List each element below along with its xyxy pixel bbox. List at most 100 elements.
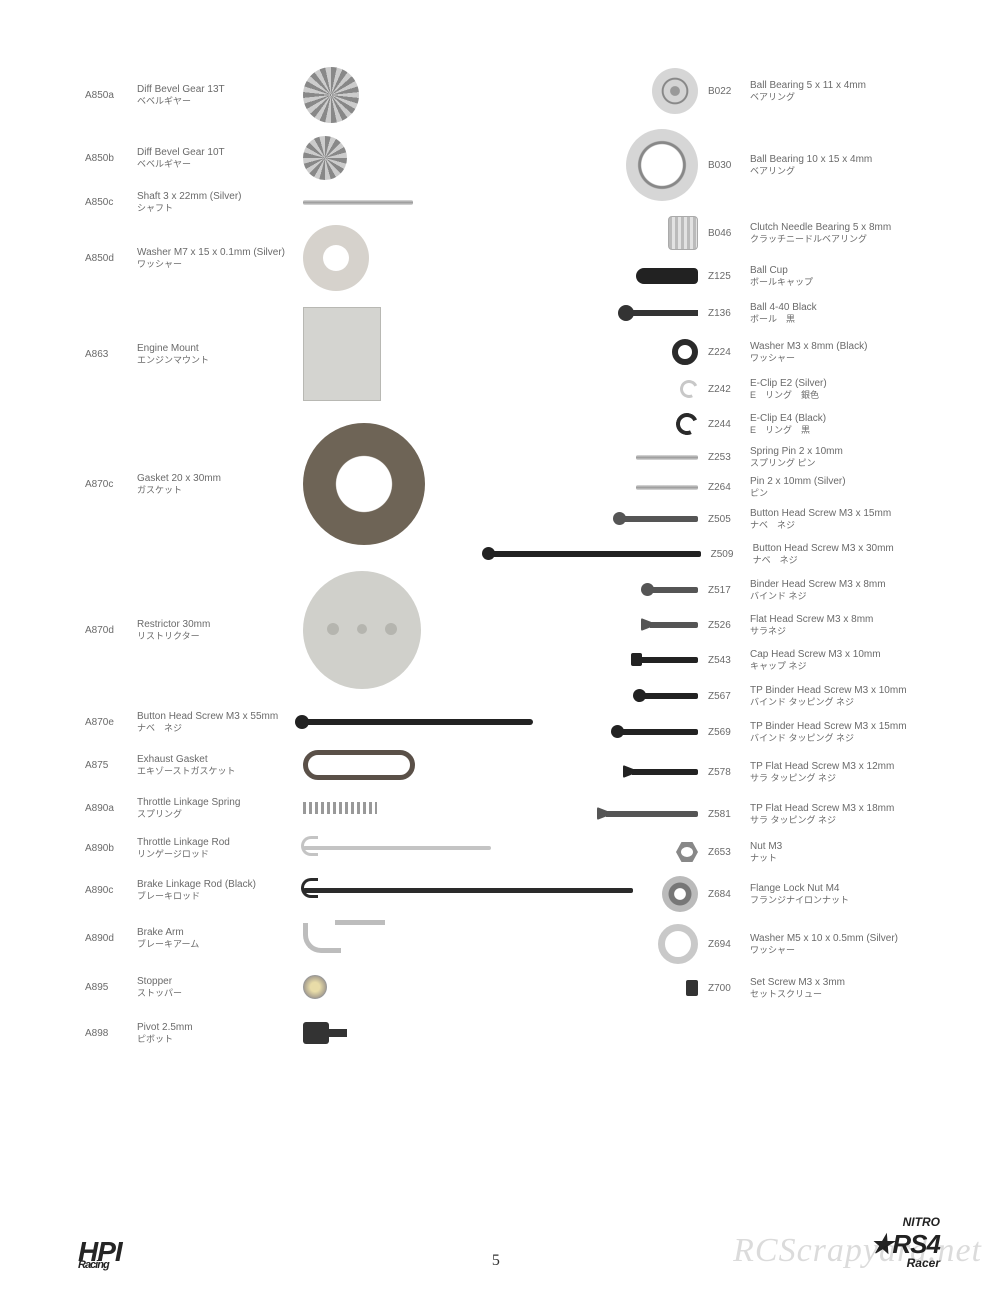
part-icon: [636, 268, 698, 284]
part-name-jp: ワッシャー: [750, 353, 930, 365]
part-name-jp: リストリクター: [137, 631, 297, 643]
part-row: A870cGasket 20 x 30mmガスケット: [85, 410, 491, 558]
part-code: Z543: [708, 654, 750, 667]
part-row: Z578TP Flat Head Screw M3 x 12mmサラ タッピング…: [491, 750, 930, 794]
part-name-en: Cap Head Screw M3 x 10mm: [750, 648, 930, 661]
part-icon: [632, 769, 698, 775]
part-label: Binder Head Screw M3 x 8mmバインド ネジ: [750, 578, 930, 603]
part-code: Z253: [708, 451, 750, 464]
part-name-jp: ブレーキロッド: [137, 891, 297, 903]
part-label: Throttle Linkage Rodリンゲージロッド: [137, 836, 297, 861]
part-code: A870e: [85, 716, 137, 729]
part-code: Z684: [708, 888, 750, 901]
part-icon: [673, 410, 701, 438]
part-icon: [626, 129, 698, 201]
part-code: Z224: [708, 346, 750, 359]
part-icon: [303, 67, 359, 123]
part-row: Z526Flat Head Screw M3 x 8mmサラネジ: [491, 608, 930, 642]
part-name-jp: E リング 黒: [750, 425, 930, 437]
part-code: A890d: [85, 932, 137, 945]
part-name-jp: ベベルギヤー: [137, 159, 297, 171]
part-name-en: Shaft 3 x 22mm (Silver): [137, 190, 297, 203]
part-name-en: Diff Bevel Gear 10T: [137, 146, 297, 159]
part-label: Set Screw M3 x 3mmセットスクリュー: [750, 976, 930, 1001]
part-icon: [491, 551, 701, 557]
part-row: Z125Ball Cupボールキャップ: [491, 258, 930, 294]
part-code: Z136: [708, 307, 750, 320]
part-name-en: Flange Lock Nut M4: [750, 882, 930, 895]
part-code: Z264: [708, 481, 750, 494]
part-name-jp: ピン: [750, 488, 930, 500]
part-row: Z581TP Flat Head Screw M3 x 18mmサラ タッピング…: [491, 794, 930, 834]
part-row: A850bDiff Bevel Gear 10Tベベルギヤー: [85, 130, 491, 186]
columns: A850aDiff Bevel Gear 13TベベルギヤーA850bDiff …: [85, 60, 930, 1190]
part-name-jp: ストッパー: [137, 988, 297, 1000]
part-icon: [652, 68, 698, 114]
part-row: A850cShaft 3 x 22mm (Silver)シャフト: [85, 186, 491, 218]
part-icon: [677, 377, 700, 400]
part-label: E-Clip E4 (Black)E リング 黒: [750, 412, 930, 437]
part-name-en: Exhaust Gasket: [137, 753, 297, 766]
part-icon: [676, 842, 698, 862]
part-name-en: Restrictor 30mm: [137, 618, 297, 631]
part-label: Shaft 3 x 22mm (Silver)シャフト: [137, 190, 297, 215]
part-name-en: Ball Cup: [750, 264, 930, 277]
part-code: A863: [85, 348, 137, 361]
part-label: Flange Lock Nut M4フランジナイロンナット: [750, 882, 930, 907]
part-name-jp: ナベ ネジ: [753, 555, 933, 567]
part-image: [491, 310, 708, 316]
part-label: Ball Cupボールキャップ: [750, 264, 930, 289]
part-name-jp: フランジナイロンナット: [750, 895, 930, 907]
part-code: Z526: [708, 619, 750, 632]
part-icon: [303, 888, 633, 893]
part-icon: [303, 571, 421, 689]
part-label: Restrictor 30mmリストリクター: [137, 618, 297, 643]
part-label: Washer M5 x 10 x 0.5mm (Silver)ワッシャー: [750, 932, 930, 957]
part-label: Washer M3 x 8mm (Black)ワッシャー: [750, 340, 930, 365]
part-icon: [658, 924, 698, 964]
part-image: [297, 136, 491, 180]
part-name-en: Button Head Screw M3 x 55mm: [137, 710, 297, 723]
part-name-jp: バインド タッピング ネジ: [750, 733, 930, 745]
part-name-en: Binder Head Screw M3 x 8mm: [750, 578, 930, 591]
part-icon: [606, 811, 698, 817]
part-icon: [672, 339, 698, 365]
part-icon: [650, 622, 698, 628]
part-label: Brake Armブレーキアーム: [137, 926, 297, 951]
part-image: [297, 750, 491, 780]
part-image: [491, 216, 708, 250]
part-row: A890aThrottle Linkage Springスプリング: [85, 788, 491, 828]
part-name-en: Set Screw M3 x 3mm: [750, 976, 930, 989]
part-row: A895Stopperストッパー: [85, 964, 491, 1010]
part-label: Gasket 20 x 30mmガスケット: [137, 472, 297, 497]
part-image: [297, 888, 633, 893]
part-code: Z517: [708, 584, 750, 597]
part-image: [297, 67, 491, 123]
part-icon: [668, 216, 698, 250]
part-name-en: Brake Arm: [137, 926, 297, 939]
part-image: [297, 307, 491, 401]
part-image: [491, 657, 708, 663]
part-image: [491, 729, 708, 735]
part-code: Z694: [708, 938, 750, 951]
part-name-jp: ナベ ネジ: [750, 520, 930, 532]
part-label: Exhaust Gasketエキゾーストガスケット: [137, 753, 297, 778]
part-icon: [636, 455, 698, 460]
part-row: A890dBrake Armブレーキアーム: [85, 912, 491, 964]
part-name-en: Ball Bearing 5 x 11 x 4mm: [750, 79, 930, 92]
left-column: A850aDiff Bevel Gear 13TベベルギヤーA850bDiff …: [85, 60, 491, 1190]
part-name-jp: ブレーキアーム: [137, 939, 297, 951]
part-image: [491, 516, 708, 522]
part-name-jp: ボールキャップ: [750, 277, 930, 289]
part-label: Nut M3ナット: [750, 840, 930, 865]
part-name-jp: バインド タッピング ネジ: [750, 697, 930, 709]
part-code: B030: [708, 159, 750, 172]
part-code: Z569: [708, 726, 750, 739]
part-row: Z567TP Binder Head Screw M3 x 10mmバインド タ…: [491, 678, 930, 714]
part-code: Z242: [708, 383, 750, 396]
part-code: Z244: [708, 418, 750, 431]
part-row: Z224Washer M3 x 8mm (Black)ワッシャー: [491, 332, 930, 372]
part-name-jp: クラッチニードルベアリング: [750, 234, 930, 246]
product-logo: NITRO ★RS4 Racer: [870, 1215, 940, 1270]
part-image: [491, 876, 708, 912]
